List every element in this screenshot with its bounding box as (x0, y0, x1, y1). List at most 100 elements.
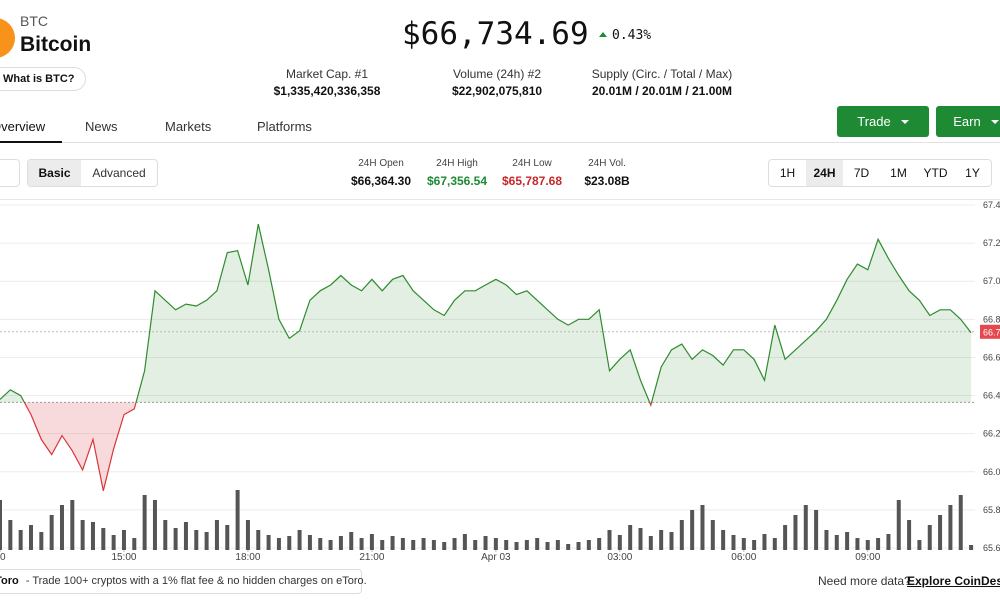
volume-bar (266, 535, 271, 550)
volume-bar (235, 490, 240, 550)
range-button[interactable]: 1M (890, 166, 907, 180)
volume-bar (142, 495, 147, 550)
stat-label: Market Cap. #1 (285, 67, 369, 81)
volume-bar (762, 534, 767, 550)
volume-bar (617, 535, 622, 550)
volume-bar (411, 540, 416, 550)
volume-bar (741, 538, 746, 550)
volume-bar (400, 538, 405, 550)
volume-bar (380, 540, 385, 550)
volume-bar (0, 500, 2, 550)
about-link[interactable]: What is BTC? (0, 67, 86, 91)
volume-bar (163, 520, 168, 550)
mode-switch: Basic Advanced (27, 159, 158, 187)
range-button[interactable]: 1H (779, 166, 796, 180)
tab[interactable]: Overview (0, 119, 46, 134)
y-tick-label: 65.6 (983, 543, 1000, 553)
volume-bar (452, 538, 457, 550)
x-tick-label: Apr 03 (481, 552, 511, 563)
tab[interactable]: Platforms (257, 119, 312, 134)
volume-bar (917, 540, 922, 550)
volume-bar (473, 540, 478, 550)
volume-bar (194, 530, 199, 550)
symbol: BTC (20, 13, 48, 29)
volume-bar (287, 536, 292, 550)
volume-bar (359, 538, 364, 550)
stat-label: Volume (24h) #2 (452, 67, 542, 81)
volume-bar (514, 542, 519, 550)
y-tick-label: 66.0 (983, 467, 1000, 477)
range-button[interactable]: 7D (853, 166, 870, 180)
volume-bar (39, 532, 44, 550)
volume-bar (390, 536, 395, 550)
volume-bar (256, 530, 261, 550)
y-tick-label: 65.8 (983, 505, 1000, 515)
mode-button[interactable]: Basic (28, 160, 81, 186)
y-tick-label: 67.4 (983, 200, 1000, 210)
chart-type-button[interactable] (0, 159, 20, 187)
y-tick-label: 66.8 (983, 314, 1000, 324)
volume-bar (803, 505, 808, 550)
coin-logo (0, 18, 15, 58)
volume-bar (328, 540, 333, 550)
volume-bar (576, 542, 581, 550)
volume-bar (111, 535, 116, 550)
volume-bar (369, 534, 374, 550)
x-tick-label: 03:00 (607, 552, 632, 563)
volume-bar (731, 535, 736, 550)
volume-bar (648, 536, 653, 550)
volume-bar (101, 528, 106, 550)
day-stat-label: 24H Low (512, 158, 552, 169)
day-stat-value: $65,787.68 (501, 174, 563, 188)
volume-bar (18, 530, 23, 550)
mode-button[interactable]: Advanced (92, 166, 146, 180)
price-tag-label: 66.7 (983, 327, 1000, 337)
ad-brand: eToro (0, 575, 19, 587)
volume-bar (669, 532, 674, 550)
trade-button[interactable]: Trade (837, 106, 929, 137)
range-button[interactable]: 1Y (965, 166, 980, 180)
help-link[interactable]: Explore CoinDesk (907, 574, 1000, 588)
volume-bar (824, 530, 829, 550)
volume-bar (783, 525, 788, 550)
volume-bar (772, 538, 777, 550)
earn-button[interactable]: Earn (936, 106, 1000, 137)
volume-bar (886, 534, 891, 550)
y-tick-label: 66.4 (983, 391, 1000, 401)
volume-bar (59, 505, 64, 550)
range-button[interactable]: 24H (806, 160, 843, 186)
y-tick-label: 67.0 (983, 276, 1000, 286)
tab[interactable]: News (85, 119, 118, 134)
up-arrow (599, 32, 607, 37)
volume-bar (597, 538, 602, 550)
help-text: Need more data? (818, 574, 911, 588)
ad-text: - Trade 100+ cryptos with a 1% flat fee … (25, 575, 367, 587)
volume-bar (876, 538, 881, 550)
volume-bar (70, 500, 75, 550)
volume-bar (896, 500, 901, 550)
volume-bar (638, 528, 643, 550)
volume-bar (865, 540, 870, 550)
volume-bar (535, 538, 540, 550)
tab-underline (0, 141, 62, 143)
volume-bar (814, 510, 819, 550)
volume-bar (338, 536, 343, 550)
tab[interactable]: Markets (165, 119, 212, 134)
button-label: Trade (857, 114, 891, 129)
volume-bar (28, 525, 33, 550)
y-tick-label: 66.2 (983, 429, 1000, 439)
day-stat-value: $66,364.30 (350, 174, 412, 188)
day-stat-value: $67,356.54 (426, 174, 488, 188)
volume-bar (969, 545, 974, 550)
range-button[interactable]: YTD (923, 166, 948, 180)
volume-bar (152, 500, 157, 550)
volume-bar (586, 540, 591, 550)
volume-bar (276, 538, 281, 550)
ad-banner[interactable]: eToro - Trade 100+ cryptos with a 1% fla… (0, 569, 367, 594)
volume-bar (132, 538, 137, 550)
y-tick-label: 66.6 (983, 352, 1000, 362)
volume-bar (245, 520, 250, 550)
day-stat-value: $23.08B (584, 174, 630, 188)
volume-bar (421, 538, 426, 550)
